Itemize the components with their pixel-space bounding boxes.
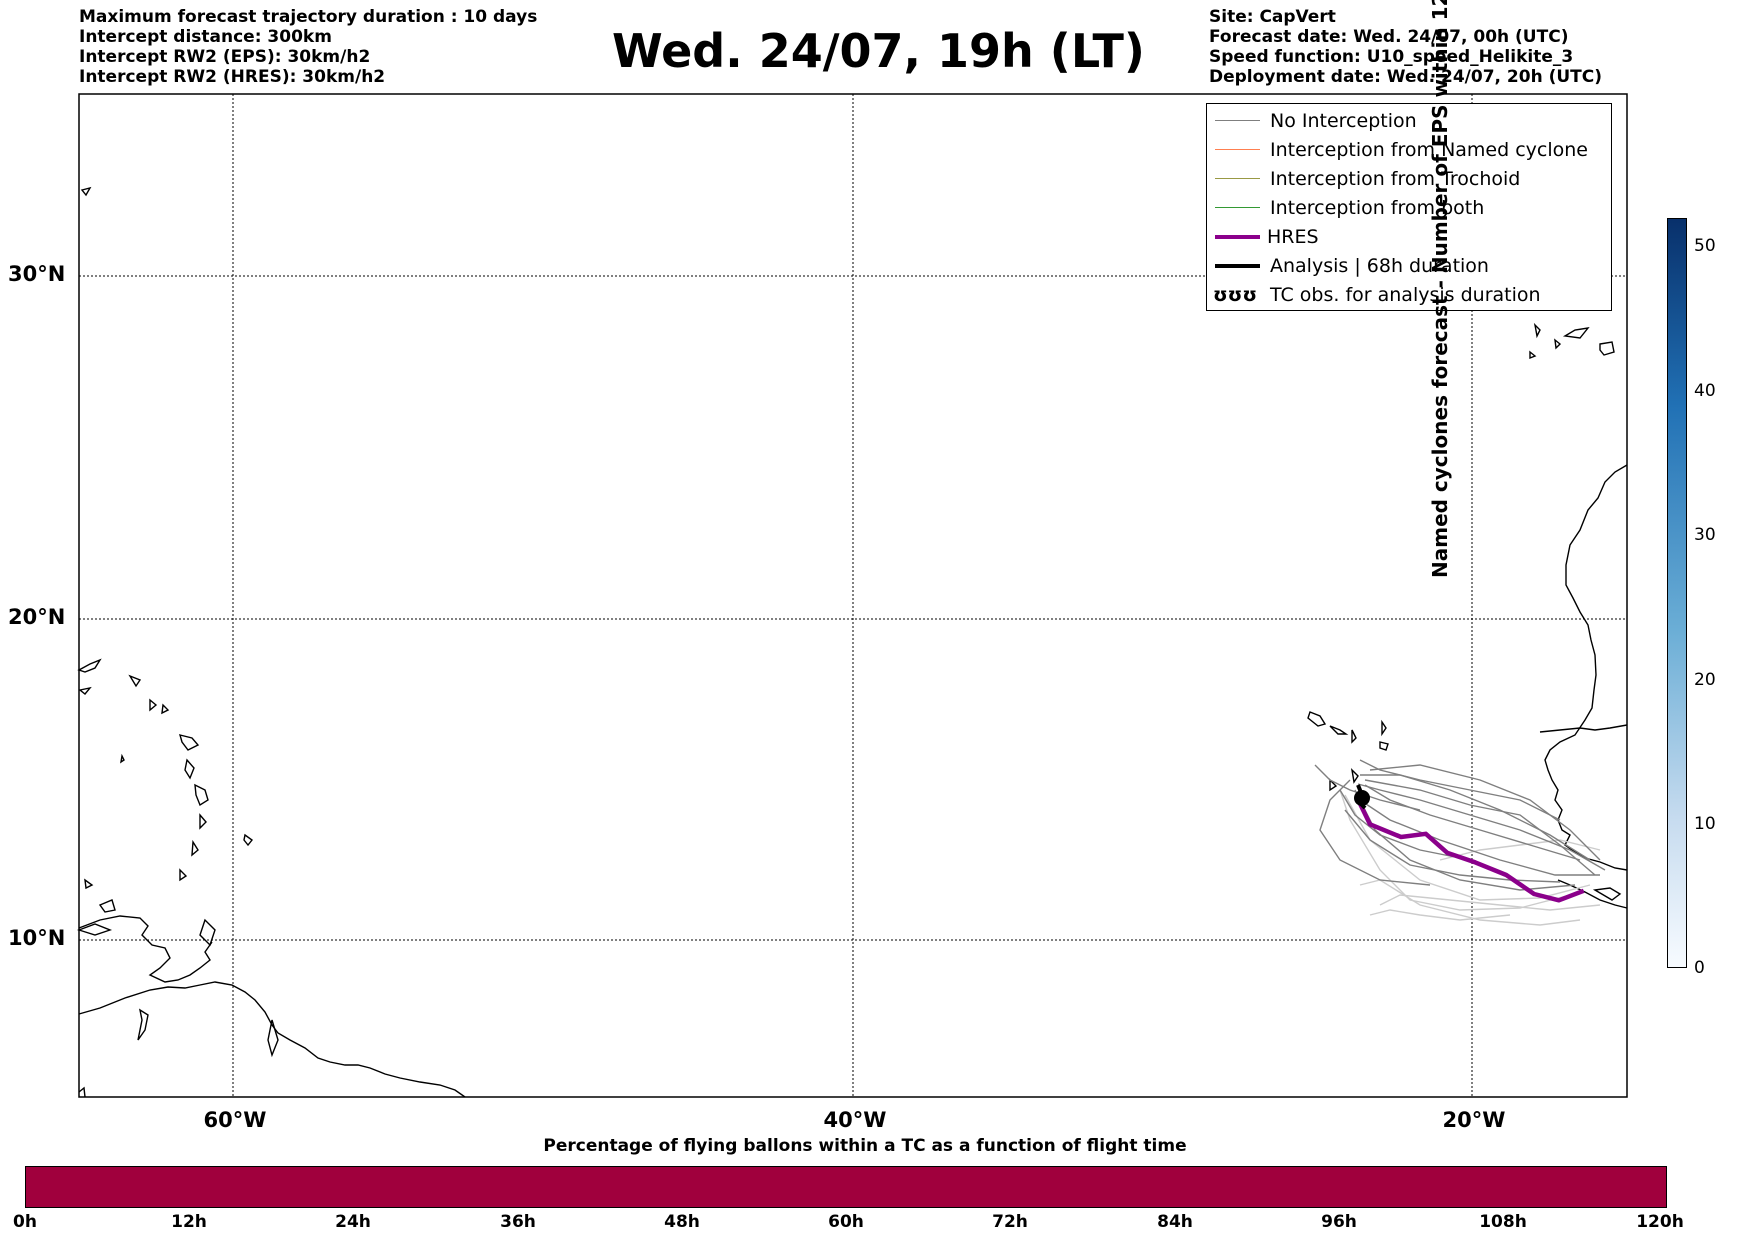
hres-trajectory	[1355, 797, 1585, 903]
analysis-track	[1354, 784, 1370, 810]
lon-label-40w: 40°W	[823, 1108, 887, 1132]
header-left-info: Maximum forecast trajectory duration : 1…	[79, 7, 537, 87]
legend-line-orange	[1215, 149, 1260, 150]
cbar-tick-20: 20	[1694, 670, 1716, 690]
tc-obs-icon: ʊʊʊ	[1213, 284, 1258, 306]
legend-label: Analysis | 68h duration	[1270, 255, 1489, 277]
legend-line-purple	[1215, 235, 1260, 239]
cbar-tick-10: 10	[1694, 814, 1716, 834]
time-tick-120h: 120h	[1636, 1212, 1684, 1232]
legend-item-tc-obs: ʊʊʊ TC obs. for analysis duration	[1207, 283, 1611, 307]
legend-item-both: Interception from both	[1207, 196, 1611, 220]
flight-time-colorbar-title: Percentage of flying ballons within a TC…	[543, 1136, 1187, 1156]
coastlines-west	[76, 186, 466, 1098]
flight-time-colorbar	[25, 1166, 1667, 1208]
cbar-tick-40: 40	[1694, 381, 1716, 401]
legend-item-analysis: Analysis | 68h duration	[1207, 254, 1611, 278]
time-tick-96h: 96h	[1321, 1212, 1357, 1232]
time-tick-108h: 108h	[1479, 1212, 1527, 1232]
coastlines-east	[1307, 322, 1628, 909]
legend-label: Interception from both	[1270, 197, 1485, 219]
time-tick-60h: 60h	[828, 1212, 864, 1232]
speed-function-text: Speed function: U10_speed_Helikite_3	[1209, 47, 1574, 67]
intercept-eps-text: Intercept RW2 (EPS): 30km/h2	[79, 47, 371, 67]
header-right-info: Site: CapVert Forecast date: Wed. 24/07,…	[1209, 7, 1602, 87]
time-tick-12h: 12h	[171, 1212, 207, 1232]
lat-label-20n: 20°N	[8, 605, 66, 629]
time-tick-84h: 84h	[1157, 1212, 1193, 1232]
site-text: Site: CapVert	[1209, 7, 1336, 27]
legend-label: No Interception	[1270, 110, 1417, 132]
legend-label: HRES	[1267, 226, 1319, 248]
legend-item-trochoid: Interception from Trochoid	[1207, 167, 1611, 191]
legend-item-hres: HRES	[1207, 225, 1611, 249]
time-tick-36h: 36h	[500, 1212, 536, 1232]
lat-label-10n: 10°N	[8, 926, 66, 950]
intercept-hres-text: Intercept RW2 (HRES): 30km/h2	[79, 67, 386, 87]
cyclone-colorbar	[1667, 218, 1687, 968]
time-tick-48h: 48h	[664, 1212, 700, 1232]
legend-label: TC obs. for analysis duration	[1270, 284, 1541, 306]
legend-item-no-interception: No Interception	[1207, 109, 1611, 133]
lon-label-20w: 20°W	[1442, 1108, 1506, 1132]
time-tick-72h: 72h	[992, 1212, 1028, 1232]
lat-label-30n: 30°N	[8, 262, 66, 286]
legend-label: Interception from Named cyclone	[1270, 139, 1588, 161]
cbar-tick-0: 0	[1694, 958, 1705, 978]
deployment-date-text: Deployment date: Wed. 24/07, 20h (UTC)	[1209, 67, 1603, 87]
legend-line-black	[1215, 264, 1260, 268]
time-tick-24h: 24h	[335, 1212, 371, 1232]
forecast-date-text: Forecast date: Wed. 24/07, 00h (UTC)	[1209, 27, 1569, 47]
legend-line-green	[1215, 207, 1260, 208]
intercept-distance-text: Intercept distance: 300km	[79, 27, 332, 47]
legend-label: Interception from Trochoid	[1270, 168, 1521, 190]
page-title: Wed. 24/07, 19h (LT)	[612, 24, 1145, 78]
max-duration-text: Maximum forecast trajectory duration : 1…	[79, 7, 538, 27]
legend-line-olive	[1215, 178, 1260, 179]
lon-label-60w: 60°W	[203, 1108, 267, 1132]
time-tick-0h: 0h	[13, 1212, 37, 1232]
map-legend: No Interception Interception from Named …	[1206, 103, 1612, 311]
cbar-tick-50: 50	[1694, 236, 1716, 256]
legend-item-named-cyclone: Interception from Named cyclone	[1207, 138, 1611, 162]
cyclone-colorbar-label: Named cyclones forecast - Number of EPS …	[1428, 0, 1453, 578]
legend-line-gray	[1215, 120, 1260, 121]
cbar-tick-30: 30	[1694, 525, 1716, 545]
